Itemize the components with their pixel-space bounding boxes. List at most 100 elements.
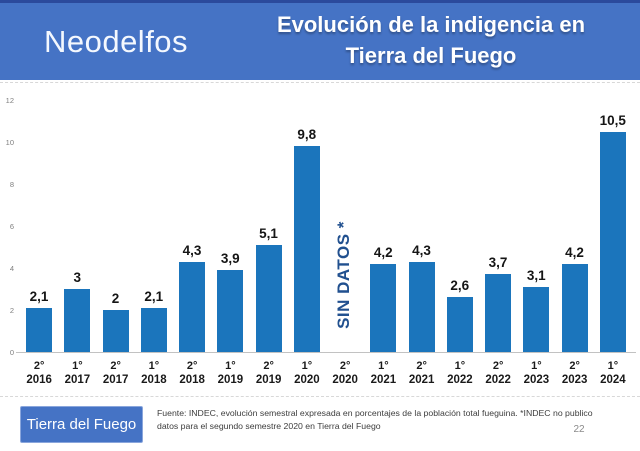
- x-tick-year: 2020: [332, 374, 358, 386]
- y-tick-label: 12: [5, 96, 14, 105]
- chart-frame-bottom-dashed-line: [0, 396, 640, 397]
- bar-value-label: 2: [111, 291, 120, 306]
- x-tick-label: 2° 2017: [97, 359, 135, 388]
- x-tick-period: 1°: [607, 360, 619, 372]
- y-tick-label: 10: [5, 138, 14, 147]
- y-tick-label: 0: [9, 348, 14, 357]
- bar: [140, 307, 167, 352]
- x-tick-label: 1° 2023: [517, 359, 555, 388]
- page-number: 22: [573, 424, 585, 435]
- x-tick-year: 2022: [485, 374, 511, 386]
- bar-column-2°-2022: 3,7: [479, 100, 517, 352]
- bar-value-label: 4,2: [373, 244, 393, 260]
- bar-value-label: 4,3: [412, 242, 431, 258]
- x-tick-period: 1°: [454, 360, 466, 372]
- bar-value-label: 2,6: [450, 278, 470, 294]
- y-tick-label: 6: [9, 222, 14, 231]
- x-tick-label: 2° 2022: [479, 359, 517, 388]
- slide-title-line2: Tierra del Fuego: [345, 43, 517, 68]
- source-note-line1: Fuente: INDEC, evolución semestral expre…: [157, 408, 593, 418]
- bar-value-label: 2,1: [144, 288, 164, 304]
- bar-value-label: 3: [73, 270, 81, 285]
- bar-column-1°-2024: 10,5: [594, 100, 632, 352]
- x-tick-year: 2021: [370, 374, 397, 386]
- header-banner: Neodelfos Evolución de la indigencia en …: [0, 0, 640, 80]
- bar: [293, 146, 320, 352]
- bar-value-label: 4,2: [565, 244, 584, 260]
- chart-frame-top-dashed-line: [0, 82, 640, 83]
- slide-title: Evolución de la indigencia en Tierra del…: [232, 9, 630, 71]
- y-tick-label: 2: [9, 306, 14, 315]
- bar: [26, 307, 52, 352]
- bar-column-1°-2019: 3,9: [211, 100, 249, 352]
- source-note-line2: datos para el segundo semestre 2020 en T…: [157, 421, 381, 431]
- x-tick-year: 2018: [141, 374, 167, 386]
- x-tick-label: 1° 2017: [58, 359, 96, 388]
- x-tick-period: 2°: [416, 360, 427, 372]
- x-tick-year: 2022: [447, 374, 473, 386]
- bar-column-1°-2022: 2,6: [441, 100, 479, 352]
- y-tick-label: 8: [9, 180, 14, 189]
- x-tick-label: 2° 2016: [20, 359, 58, 388]
- source-note: Fuente: INDEC, evolución semestral expre…: [157, 407, 593, 433]
- x-tick-label: 1° 2021: [364, 359, 402, 388]
- x-tick-period: 2°: [492, 360, 504, 372]
- bar-column-2°-2023: 4,2: [556, 100, 594, 352]
- x-tick-period: 2°: [263, 360, 274, 372]
- bar: [408, 261, 435, 352]
- x-tick-year: 2018: [179, 374, 205, 386]
- x-tick-period: 1°: [225, 360, 236, 372]
- bar: [64, 289, 91, 352]
- x-tick-year: 2020: [294, 374, 320, 386]
- x-tick-label: 1° 2018: [135, 359, 173, 388]
- x-axis-line: [16, 352, 636, 353]
- bar-column-2°-2016: 2,1: [20, 100, 58, 352]
- y-tick-label: 4: [9, 264, 14, 273]
- x-tick-label: 2° 2020: [326, 359, 364, 388]
- x-tick-label: 2° 2018: [173, 359, 211, 388]
- x-tick-label: 2° 2023: [556, 359, 594, 388]
- x-tick-year: 2024: [600, 374, 626, 386]
- bar-column-1°-2023: 3,1: [517, 100, 555, 352]
- bar-column-1°-2018: 2,1: [135, 100, 173, 352]
- x-tick-label: 1° 2022: [441, 359, 479, 388]
- bar: [485, 274, 511, 352]
- bar: [102, 310, 129, 352]
- bar-column-2°-2021: 4,3: [403, 100, 441, 352]
- region-badge: Tierra del Fuego: [20, 406, 143, 443]
- bar-value-label: 9,8: [297, 127, 317, 143]
- bar-value-label: 10,5: [599, 112, 626, 128]
- x-tick-label: 1° 2019: [211, 359, 249, 388]
- x-tick-year: 2023: [561, 374, 588, 386]
- bar-column-1°-2021: 4,2: [364, 100, 402, 352]
- x-tick-period: 2°: [339, 360, 351, 372]
- bar-value-label: 3,7: [488, 255, 508, 271]
- bar: [599, 131, 626, 352]
- x-tick-period: 2°: [186, 360, 198, 372]
- bar: [217, 270, 244, 352]
- bar: [255, 244, 282, 352]
- bar: [370, 263, 397, 352]
- bar: [446, 297, 473, 352]
- logo-text: Neodelfos: [43, 23, 189, 59]
- x-axis-labels: 2° 2016 1° 2017 2° 2017 1° 2018 2° 2018 1° 2019 2° 20…: [20, 359, 632, 393]
- x-tick-label: 1° 2024: [594, 359, 632, 388]
- bar-column-2°-2019: 5,1: [250, 100, 288, 352]
- x-tick-period: 1°: [301, 360, 313, 372]
- x-tick-year: 2019: [255, 374, 282, 386]
- x-tick-year: 2021: [408, 374, 435, 386]
- bar-value-label: 2,1: [29, 288, 49, 304]
- x-tick-label: 2° 2021: [403, 359, 441, 388]
- x-tick-label: 2° 2019: [250, 359, 288, 388]
- bar-value-label: 3,1: [526, 267, 546, 283]
- x-tick-period: 1°: [72, 360, 83, 372]
- bar-column-2°-2017: 2: [97, 100, 135, 352]
- slide-title-line1: Evolución de la indigencia en: [276, 12, 586, 37]
- bar-value-label: 4,3: [182, 242, 202, 258]
- plot-area: 2,1 3 2 2,1 4,3 3,9 5,1 9,8 4,2 4,3 2,6 3,7 3,1 4,2 10…: [20, 100, 632, 352]
- bar-column-2°-2018: 4,3: [173, 100, 211, 352]
- x-tick-period: 2°: [110, 360, 121, 372]
- bar: [523, 286, 550, 352]
- bar: [179, 261, 205, 352]
